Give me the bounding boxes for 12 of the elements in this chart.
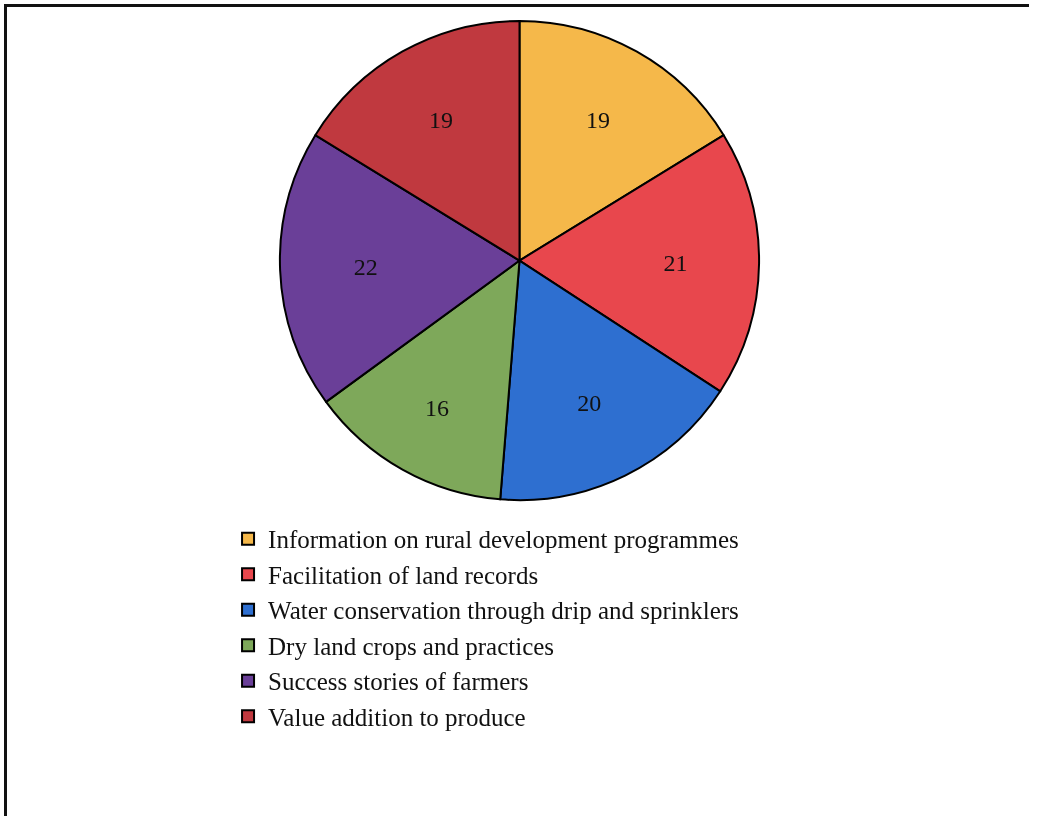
- data-label: 21: [663, 249, 688, 276]
- legend-label: Dry land crops and practices: [268, 632, 555, 660]
- legend-label: Value addition to produce: [268, 703, 526, 731]
- legend-label: Water conservation through drip and sprinklers: [268, 597, 739, 625]
- data-label: 19: [586, 107, 611, 134]
- legend-label: Information on rural development programmes: [268, 526, 739, 554]
- data-label: 19: [428, 107, 453, 134]
- data-label: 16: [424, 395, 449, 422]
- data-label: 22: [353, 253, 378, 280]
- legend-label: Success stories of farmers: [268, 668, 529, 696]
- legend-label: Facilitation of land records: [268, 561, 539, 589]
- data-label: 20: [577, 389, 602, 416]
